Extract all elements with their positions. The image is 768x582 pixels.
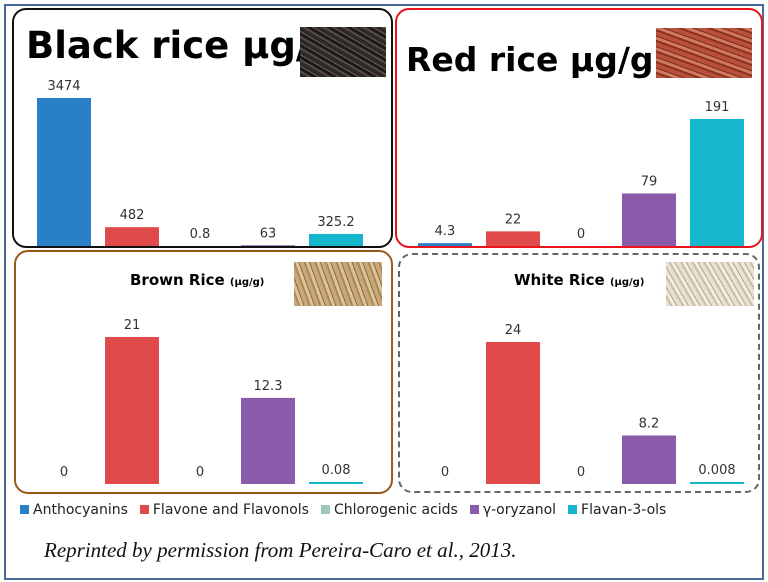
legend-item: Flavan-3-ols xyxy=(568,502,666,518)
white-rice-panel xyxy=(398,253,760,493)
brown-rice-image xyxy=(294,262,382,306)
outer-frame xyxy=(4,4,764,580)
black-data-label: 482 xyxy=(120,208,145,223)
red-rice-title: Red rice µg/g xyxy=(406,40,654,79)
black-rice-panel xyxy=(12,8,393,248)
red-data-label: 0 xyxy=(577,227,585,242)
legend-item: Chlorogenic acids xyxy=(320,502,458,518)
black-bar-5 xyxy=(309,233,363,248)
red-bar-2 xyxy=(486,231,540,246)
white-bar-2 xyxy=(486,342,540,484)
white-bar-5 xyxy=(690,482,744,484)
brown-data-label: 21 xyxy=(124,318,141,333)
red-rice-image xyxy=(656,28,752,78)
brown-bar-4 xyxy=(241,397,295,484)
black-data-label: 3474 xyxy=(47,79,80,94)
white-data-label: 0 xyxy=(577,465,585,480)
legend-item: Anthocyanins xyxy=(20,502,128,518)
brown-data-label: 0 xyxy=(196,465,204,480)
legend-swatch xyxy=(139,505,149,514)
credit-text: Reprinted by permission from Pereira-Car… xyxy=(44,538,517,562)
legend-label: Anthocyanins xyxy=(33,502,128,518)
red-bar-4 xyxy=(622,193,676,246)
white-rice-title: White Rice (µg/g) xyxy=(514,271,644,289)
legend-swatch xyxy=(20,505,29,514)
red-data-label: 79 xyxy=(641,174,658,189)
brown-bar-2 xyxy=(105,337,159,484)
brown-rice-panel xyxy=(14,250,393,494)
black-data-label: 63 xyxy=(260,226,277,241)
legend-label: Flavan-3-ols xyxy=(581,502,667,518)
red-data-label: 4.3 xyxy=(435,224,456,239)
brown-data-label: 0 xyxy=(60,465,68,480)
black-bar-1 xyxy=(37,98,91,248)
brown-data-label: 0.08 xyxy=(322,463,351,478)
black-bar-2 xyxy=(105,227,159,248)
black-rice-title: Black rice µg/g xyxy=(26,24,336,67)
brown-rice-title-text: Brown Rice xyxy=(130,271,225,289)
black-data-label: 0.8 xyxy=(190,227,211,242)
legend: Anthocyanins Flavone and Flavonols Chlorog… xyxy=(20,502,666,518)
white-data-label: 8.2 xyxy=(639,416,660,431)
brown-rice-title: Brown Rice (µg/g) xyxy=(130,271,264,289)
black-rice-image xyxy=(300,27,386,77)
white-rice-unit: (µg/g) xyxy=(609,277,645,288)
legend-label: Chlorogenic acids xyxy=(333,502,458,518)
white-data-label: 0 xyxy=(441,465,449,480)
white-data-label: 24 xyxy=(505,323,522,338)
legend-swatch xyxy=(568,505,578,514)
legend-swatch xyxy=(469,505,479,514)
red-bar-5 xyxy=(690,119,744,246)
red-data-label: 191 xyxy=(705,100,730,115)
white-bar-4 xyxy=(622,435,676,484)
legend-item: γ-oryzanol xyxy=(469,502,557,518)
red-data-label: 22 xyxy=(505,212,522,227)
white-data-label: 0.008 xyxy=(698,463,735,478)
red-rice-panel xyxy=(395,8,763,248)
red-bar-1 xyxy=(418,243,472,246)
white-rice-image xyxy=(666,262,754,306)
black-data-label: 325.2 xyxy=(317,215,354,230)
legend-item: Flavone and Flavonols xyxy=(139,502,309,518)
legend-swatch xyxy=(320,505,330,514)
white-rice-title-text: White Rice xyxy=(514,271,605,289)
brown-bar-5 xyxy=(309,482,363,484)
brown-rice-unit: (µg/g) xyxy=(229,277,265,288)
legend-label: γ-oryzanol xyxy=(482,502,557,518)
brown-data-label: 12.3 xyxy=(254,379,283,394)
legend-label: Flavone and Flavonols xyxy=(152,502,309,518)
